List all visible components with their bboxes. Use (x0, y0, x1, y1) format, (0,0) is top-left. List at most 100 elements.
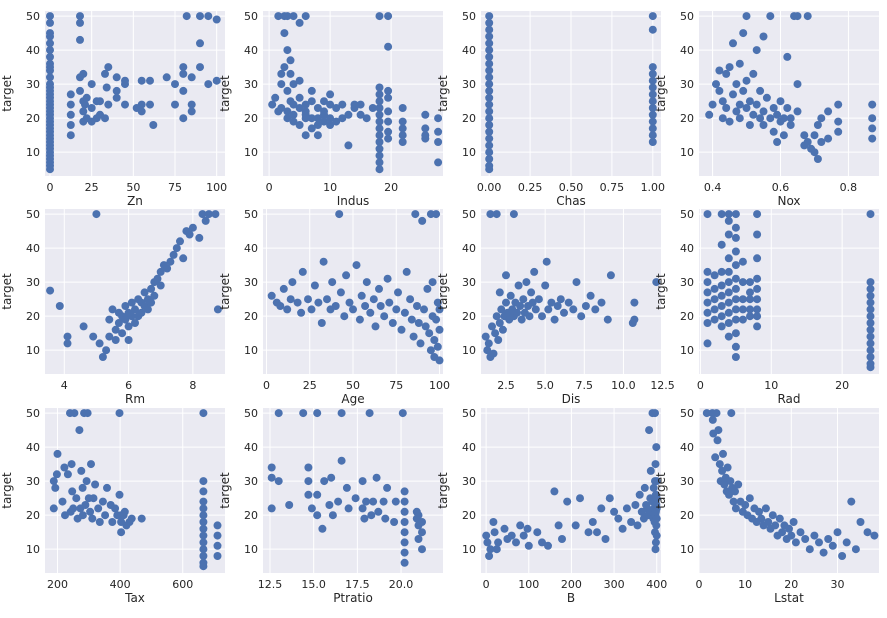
data-point (868, 124, 877, 133)
data-point (267, 473, 276, 482)
y-axis-label: target (0, 75, 14, 112)
data-point (866, 332, 875, 341)
data-point (773, 110, 782, 119)
x-tick-label: 0 (696, 578, 703, 591)
data-point (406, 295, 415, 304)
data-point (717, 267, 726, 276)
data-point (498, 325, 507, 334)
data-point (413, 302, 421, 310)
x-axis-label: Chas (556, 194, 586, 208)
data-point (88, 514, 97, 523)
data-point (355, 315, 364, 324)
data-point (724, 216, 733, 225)
data-point (500, 524, 509, 533)
data-point (766, 12, 775, 21)
data-point (789, 518, 798, 526)
data-point (398, 409, 407, 418)
x-tick-label: 0.4 (704, 181, 722, 194)
data-point (762, 93, 771, 102)
data-point (293, 298, 302, 307)
data-point (283, 305, 292, 314)
data-point (718, 114, 727, 123)
data-point (49, 477, 58, 486)
x-tick-label: 0.8 (840, 181, 858, 194)
data-point (485, 80, 494, 89)
data-point (276, 302, 285, 310)
data-point (317, 319, 326, 327)
data-point (414, 535, 423, 543)
data-point (652, 531, 661, 540)
data-point (538, 538, 546, 547)
data-point (485, 73, 494, 82)
data-point (817, 138, 826, 146)
data-point (726, 477, 735, 486)
y-tick-label: 50 (680, 208, 694, 221)
data-point (400, 518, 409, 526)
data-point (631, 501, 640, 509)
data-point (523, 524, 532, 533)
points (46, 12, 221, 174)
points (49, 409, 222, 571)
data-point (212, 76, 221, 85)
x-tick-label: 75 (389, 379, 403, 392)
data-point (112, 73, 121, 82)
data-point (731, 329, 740, 338)
data-point (280, 29, 289, 38)
data-point (400, 507, 409, 516)
data-point (400, 558, 409, 567)
data-point (519, 531, 528, 540)
data-point (779, 131, 788, 140)
data-point (313, 511, 322, 520)
data-point (725, 63, 734, 72)
data-point (724, 298, 733, 307)
data-point (76, 18, 84, 27)
x-tick-label: 50 (346, 379, 360, 392)
data-point (358, 477, 367, 486)
data-point (204, 210, 213, 219)
data-point (648, 124, 657, 133)
x-tick-label: 10 (764, 379, 778, 392)
data-point (104, 63, 113, 72)
data-point (834, 100, 843, 109)
data-point (199, 504, 208, 513)
data-point (383, 483, 392, 492)
data-point (793, 107, 802, 116)
data-point (82, 93, 91, 102)
data-point (384, 117, 393, 126)
data-point (337, 456, 346, 465)
data-point (153, 274, 162, 283)
data-point (277, 69, 286, 78)
data-point (112, 93, 121, 102)
data-point (759, 32, 768, 41)
data-point (866, 353, 875, 361)
data-point (89, 332, 98, 341)
data-point (801, 535, 810, 543)
data-point (63, 339, 72, 348)
data-point (328, 278, 337, 287)
data-point (325, 501, 334, 509)
y-tick-label: 30 (244, 78, 258, 91)
data-point (146, 100, 154, 109)
data-point (89, 494, 98, 503)
data-point (485, 52, 494, 61)
data-point (402, 267, 411, 276)
data-point (199, 545, 208, 554)
data-point (283, 86, 292, 95)
y-tick-label: 10 (680, 543, 694, 556)
data-point (648, 117, 657, 126)
data-point (111, 336, 120, 344)
x-tick-label: 200 (47, 578, 68, 591)
data-point (724, 254, 733, 263)
data-point (702, 409, 711, 418)
data-point (117, 528, 126, 537)
data-point (338, 100, 347, 109)
data-point (307, 305, 316, 314)
data-point (485, 32, 494, 41)
data-point (400, 487, 409, 496)
data-point (563, 497, 572, 506)
data-point (196, 63, 204, 72)
data-point (731, 504, 740, 513)
data-point (407, 315, 416, 324)
data-point (633, 521, 642, 530)
data-point (703, 308, 712, 317)
